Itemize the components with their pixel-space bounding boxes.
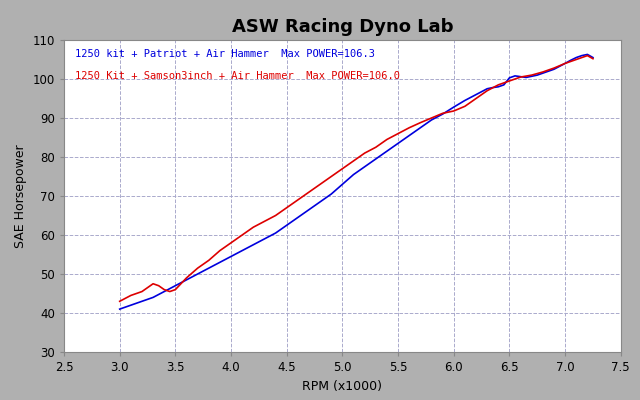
Y-axis label: SAE Horsepower: SAE Horsepower (14, 144, 27, 248)
Title: ASW Racing Dyno Lab: ASW Racing Dyno Lab (232, 18, 453, 36)
Text: 1250 Kit + Samson3inch + Air Hammer  Max POWER=106.0: 1250 Kit + Samson3inch + Air Hammer Max … (75, 71, 400, 81)
Text: 1250 kit + Patriot + Air Hammer  Max POWER=106.3: 1250 kit + Patriot + Air Hammer Max POWE… (75, 49, 375, 59)
X-axis label: RPM (x1000): RPM (x1000) (302, 380, 383, 392)
